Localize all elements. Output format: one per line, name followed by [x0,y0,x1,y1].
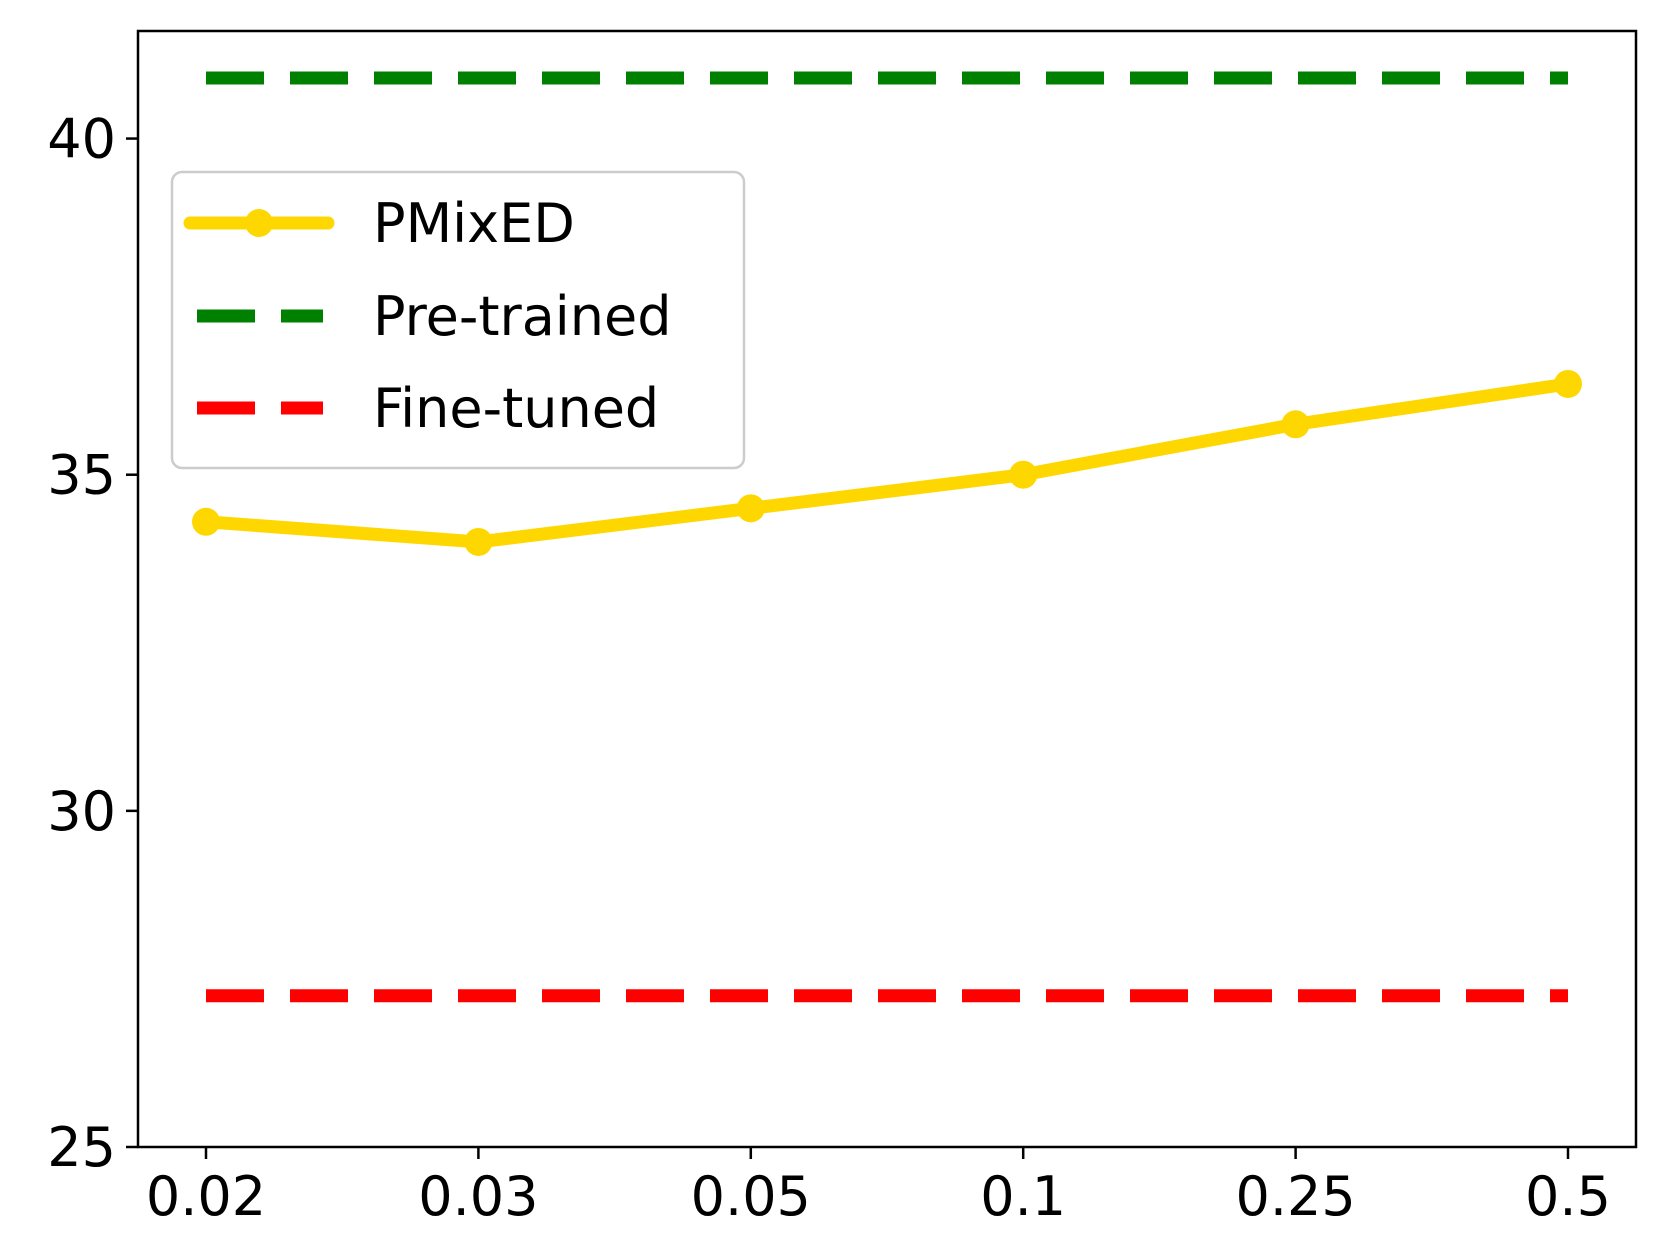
y-tick-label: 25 [47,1116,116,1179]
data-point [1281,410,1310,439]
data-point [192,507,220,536]
series-layer [192,71,1582,1003]
data-point [464,527,493,556]
data-point [736,494,765,523]
legend: PMixED Pre-trained Fine-tuned [170,170,746,470]
x-tick-label: 0.5 [1525,1165,1611,1228]
data-point [1554,369,1582,398]
x-tick-label: 0.05 [691,1165,811,1228]
y-axis: 25 30 35 40 [47,108,138,1179]
data-point [1009,460,1038,489]
x-tick-label: 0.03 [418,1165,538,1228]
x-axis: 0.02 0.03 0.05 0.1 0.25 0.5 [146,1147,1611,1228]
y-tick-label: 35 [47,444,116,507]
x-tick-label: 0.25 [1235,1165,1355,1228]
legend-label: Fine-tuned [373,377,659,440]
y-tick-label: 30 [47,780,116,843]
legend-box [170,170,746,470]
x-tick-label: 0.02 [146,1165,266,1228]
x-tick-label: 0.1 [980,1165,1066,1228]
legend-marker [245,209,273,237]
legend-label: PMixED [373,192,575,255]
plot-frame [136,29,1638,1149]
y-tick-label: 40 [47,108,116,171]
legend-label: Pre-trained [373,285,672,348]
series-line-pmixed [199,377,1575,549]
